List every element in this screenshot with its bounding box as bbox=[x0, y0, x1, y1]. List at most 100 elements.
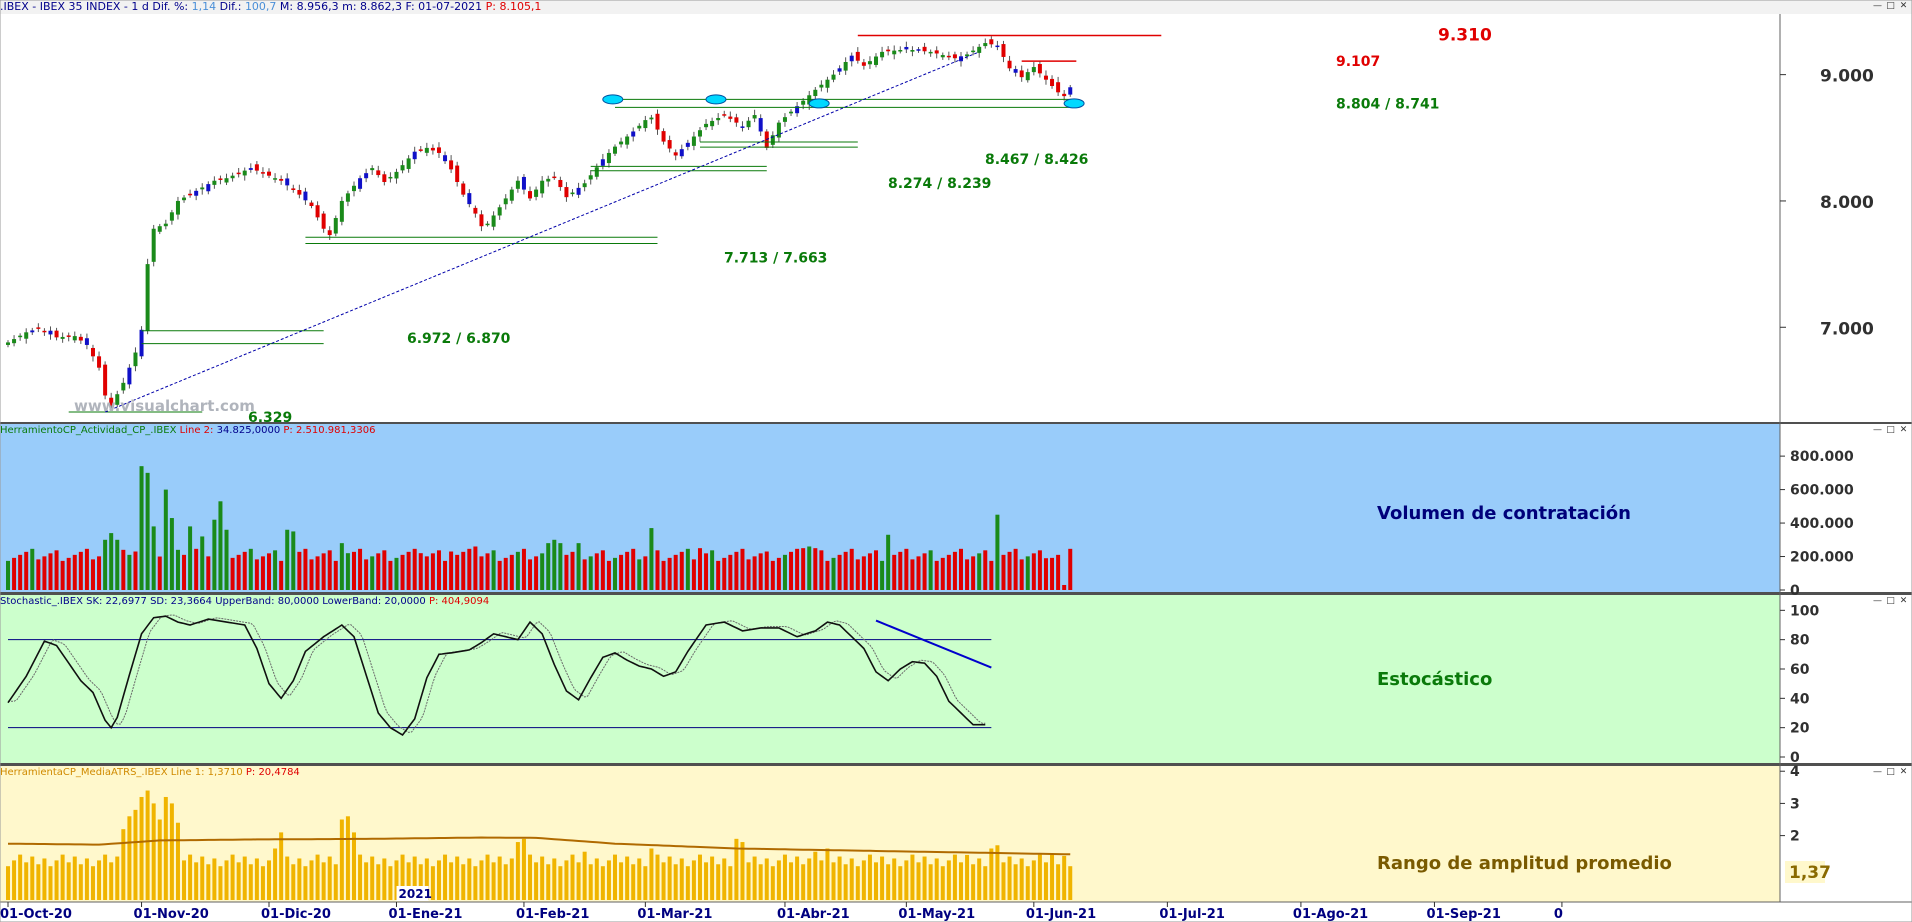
stochastic-tick-label: 60 bbox=[1790, 662, 1810, 678]
minimize-icon[interactable]: — bbox=[1873, 1, 1882, 11]
atr-bar bbox=[843, 864, 848, 900]
atr-bar bbox=[72, 856, 77, 900]
volume-bar bbox=[752, 556, 757, 590]
volume-bar bbox=[303, 548, 308, 590]
atr-bar bbox=[382, 858, 387, 900]
volume-bar bbox=[418, 553, 423, 590]
candle bbox=[807, 95, 812, 105]
candle bbox=[637, 125, 642, 129]
close-icon[interactable]: ✕ bbox=[1899, 1, 1908, 11]
volume-bar bbox=[455, 554, 460, 590]
candle bbox=[461, 183, 466, 195]
volume-bar bbox=[1007, 551, 1012, 590]
minimize-icon[interactable]: — bbox=[1873, 425, 1882, 435]
volume-bar bbox=[776, 557, 781, 590]
time-tick-label: 01-Sep-21 bbox=[1426, 907, 1500, 922]
header-segment: 1 d bbox=[131, 0, 153, 13]
candle bbox=[776, 122, 781, 138]
volume-bar bbox=[643, 556, 648, 590]
candle bbox=[72, 336, 77, 341]
atr-bar bbox=[710, 856, 715, 900]
volume-bar bbox=[54, 550, 59, 590]
candle bbox=[867, 61, 872, 65]
atr-bar bbox=[819, 860, 824, 900]
time-tick-label: 01-Abr-21 bbox=[777, 907, 850, 922]
volume-bar bbox=[188, 526, 193, 590]
candle bbox=[898, 50, 903, 52]
candle bbox=[558, 179, 563, 188]
candle bbox=[6, 342, 10, 345]
atr-bar bbox=[904, 860, 909, 900]
maximize-icon[interactable]: □ bbox=[1886, 425, 1895, 435]
time-tick-label: 01-Oct-20 bbox=[0, 907, 72, 922]
atr-bar bbox=[1031, 860, 1036, 900]
candle bbox=[242, 170, 247, 176]
atr-window-buttons: — □ ✕ bbox=[1872, 766, 1912, 780]
atr-bar bbox=[977, 858, 982, 900]
volume-bar bbox=[370, 556, 375, 590]
atr-bar bbox=[376, 864, 381, 900]
close-icon[interactable]: ✕ bbox=[1899, 767, 1908, 777]
price-window-buttons: — □ ✕ bbox=[1872, 0, 1912, 14]
volume-bar bbox=[546, 543, 551, 590]
candle bbox=[649, 117, 654, 120]
volume-bar bbox=[449, 551, 454, 590]
volume-bar bbox=[194, 548, 199, 590]
atr-bar bbox=[679, 858, 684, 900]
atr-value-box bbox=[1785, 861, 1825, 883]
atr-bar bbox=[534, 862, 539, 900]
volume-bar bbox=[1019, 559, 1024, 590]
stochastic-trend-line bbox=[875, 619, 992, 669]
atr-bar bbox=[685, 866, 690, 900]
maximize-icon[interactable]: □ bbox=[1886, 767, 1895, 777]
volume-bar bbox=[145, 472, 150, 590]
candle bbox=[260, 172, 265, 174]
maximize-icon[interactable]: □ bbox=[1886, 596, 1895, 606]
volume-bar bbox=[30, 548, 35, 590]
volume-bar bbox=[224, 529, 229, 590]
atr-bar bbox=[613, 854, 617, 900]
volume-bar bbox=[461, 551, 466, 590]
atr-bar bbox=[400, 854, 405, 900]
candle bbox=[940, 55, 945, 58]
candle bbox=[789, 111, 794, 114]
candle bbox=[819, 84, 824, 88]
volume-bar bbox=[576, 543, 581, 590]
atr-bar bbox=[339, 819, 344, 900]
atr-bar bbox=[570, 854, 575, 900]
atr-bar bbox=[898, 866, 903, 900]
volume-bar bbox=[1043, 558, 1048, 590]
volume-bar bbox=[631, 548, 636, 590]
candle bbox=[989, 39, 994, 45]
candle bbox=[133, 352, 138, 367]
maximize-icon[interactable]: □ bbox=[1886, 1, 1895, 11]
atr-bar bbox=[734, 838, 739, 900]
atr-bar bbox=[479, 860, 484, 900]
candle bbox=[540, 180, 545, 194]
atr-bar bbox=[78, 864, 83, 900]
candle bbox=[837, 68, 842, 72]
candle bbox=[467, 193, 472, 205]
candle bbox=[473, 207, 478, 214]
volume-bar bbox=[904, 548, 909, 590]
volume-window-buttons: — □ ✕ bbox=[1872, 424, 1912, 438]
minimize-icon[interactable]: — bbox=[1873, 767, 1882, 777]
atr-bar bbox=[576, 862, 581, 900]
close-icon[interactable]: ✕ bbox=[1899, 425, 1908, 435]
atr-bar bbox=[218, 866, 223, 900]
minimize-icon[interactable]: — bbox=[1873, 596, 1882, 606]
atr-bar bbox=[303, 866, 308, 900]
atr-bar bbox=[704, 862, 709, 900]
candle bbox=[218, 178, 223, 180]
level-label: 6.329 bbox=[248, 410, 292, 426]
trend-line bbox=[104, 51, 980, 413]
volume-bar bbox=[673, 554, 678, 590]
candle bbox=[643, 120, 648, 129]
candle bbox=[704, 123, 709, 128]
close-icon[interactable]: ✕ bbox=[1899, 596, 1908, 606]
candle bbox=[631, 131, 636, 137]
candle bbox=[358, 178, 363, 189]
atr-bar bbox=[424, 858, 429, 900]
volume-bar bbox=[898, 551, 903, 590]
atr-bar bbox=[163, 796, 168, 900]
